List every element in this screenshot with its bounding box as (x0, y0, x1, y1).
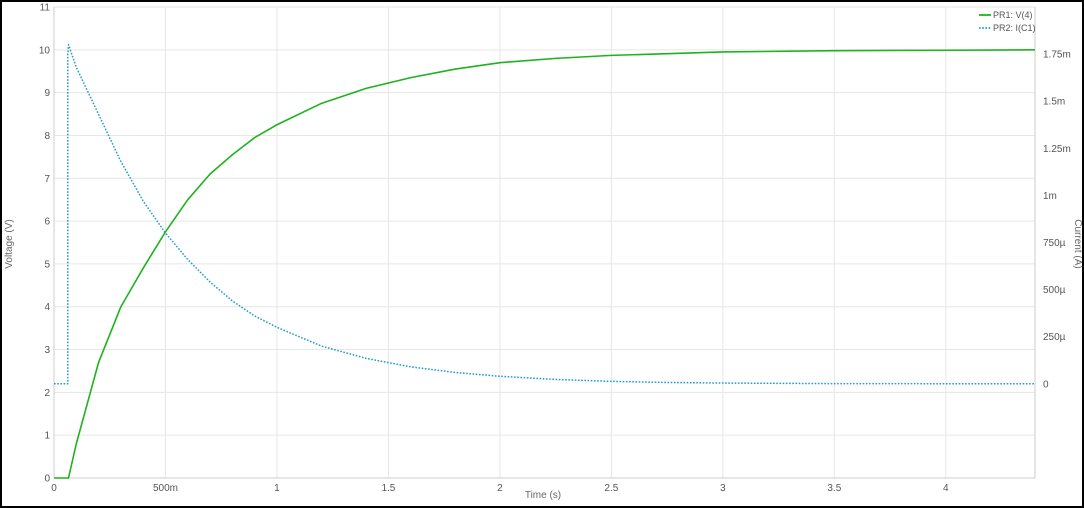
y-tick-label: 5 (44, 259, 50, 270)
x-tick-label: 3.5 (827, 483, 841, 494)
y2-tick-labels: 0 250µ 500µ 750µ 1m 1.25m 1.5m 1.75m (1043, 50, 1071, 391)
x-tick-label: 1.5 (381, 483, 395, 494)
legend-label: PR1: V(4) (993, 10, 1033, 20)
y2-tick-label: 0 (1043, 379, 1049, 390)
y-tick-label: 4 (44, 302, 50, 313)
series-lines (54, 43, 1036, 479)
x-tick-label: 0 (51, 483, 57, 494)
y-tick-label: 3 (44, 345, 50, 356)
y-tick-label: 2 (44, 388, 50, 399)
y2-tick-label: 250µ (1043, 332, 1066, 343)
x-tick-label: 2.5 (604, 483, 618, 494)
y-tick-label: 0 (44, 474, 50, 485)
x-tick-label: 4 (943, 483, 949, 494)
y2-tick-label: 500µ (1043, 285, 1066, 296)
x-tick-labels: 0 500m 1 1.5 2 2.5 3 3.5 4 (51, 483, 949, 494)
series-line-1 (54, 49, 1036, 479)
y2-tick-label: 750µ (1043, 238, 1066, 249)
y-tick-label: 9 (44, 88, 50, 99)
y-tick-labels: 0 1 2 3 4 5 6 7 8 9 10 11 (39, 3, 51, 485)
x-axis-title: Time (s) (525, 490, 561, 501)
x-tick-label: 1 (274, 483, 280, 494)
y2-axis-title: Current (A) (1072, 219, 1082, 268)
x-tick-label: 3 (720, 483, 726, 494)
series-line-2 (54, 43, 1036, 385)
y2-tick-label: 1.25m (1043, 144, 1071, 155)
y-tick-label: 1 (44, 431, 50, 442)
y-tick-label: 11 (40, 3, 51, 14)
axes (53, 7, 1036, 479)
grid-lines (53, 6, 1035, 479)
y-tick-label: 10 (39, 45, 51, 56)
legend: PR1: V(4) PR2: I(C1) (979, 10, 1036, 33)
y2-tick-label: 1.75m (1043, 50, 1071, 61)
y-tick-label: 6 (44, 217, 50, 228)
x-tick-label: 500m (153, 483, 178, 494)
legend-label: PR2: I(C1) (993, 23, 1036, 33)
y2-tick-label: 1.5m (1043, 97, 1065, 108)
x-tick-label: 2 (497, 483, 503, 494)
y-tick-label: 7 (44, 174, 50, 185)
y-axis-title: Voltage (V) (4, 219, 15, 268)
y2-tick-label: 1m (1043, 191, 1057, 202)
y-tick-label: 8 (44, 131, 50, 142)
